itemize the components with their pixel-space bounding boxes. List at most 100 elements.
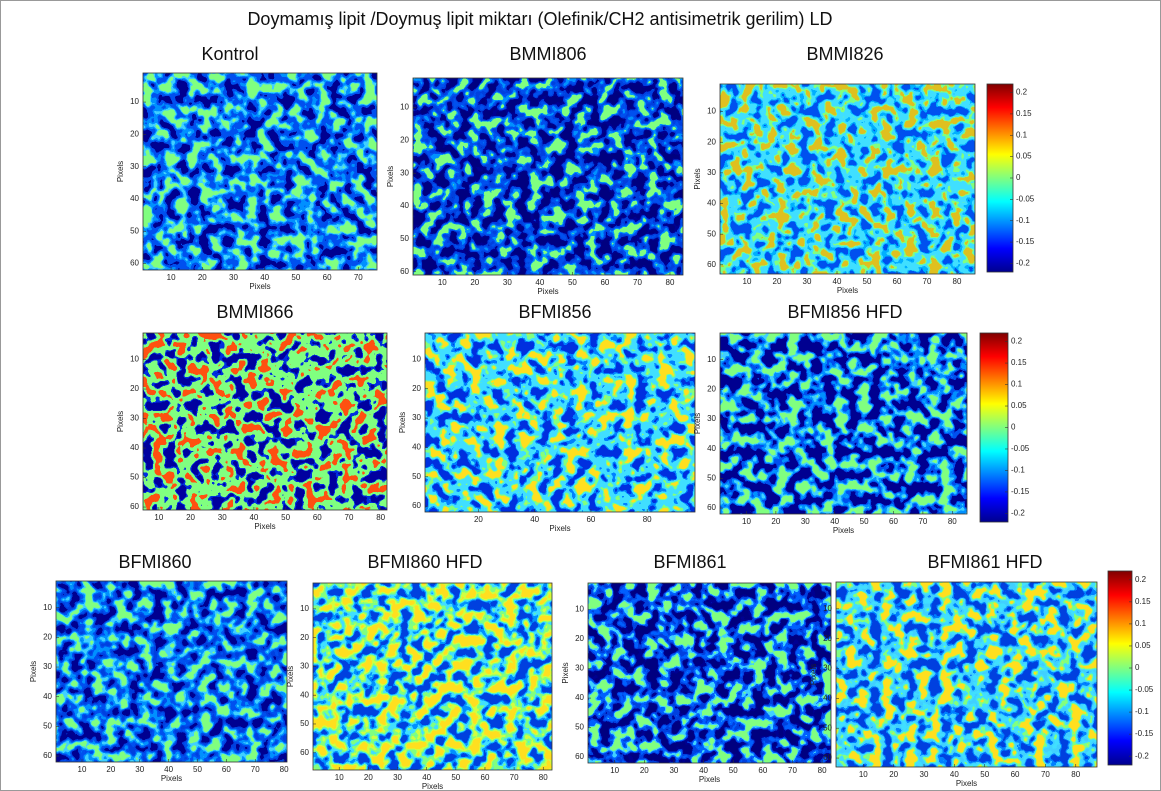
colorbar-tick-label: -0.05	[1135, 685, 1154, 694]
y-tick-label: 30	[707, 414, 716, 423]
x-tick-label: 70	[923, 277, 932, 286]
y-tick-label: 40	[412, 443, 421, 452]
y-tick-label: 20	[707, 137, 716, 146]
y-tick-label: 30	[575, 664, 584, 673]
y-tick-label: 20	[130, 129, 139, 138]
heatmap-image	[413, 78, 683, 275]
colorbar	[980, 333, 1008, 522]
y-tick-label: 30	[130, 414, 139, 423]
colorbar-tick-label: 0.1	[1016, 130, 1028, 139]
x-tick-label: 20	[470, 278, 479, 287]
x-tick-label: 30	[801, 517, 810, 526]
x-tick-label: 40	[833, 277, 842, 286]
y-tick-label: 40	[707, 199, 716, 208]
heatmap-image	[588, 583, 831, 763]
x-tick-label: 60	[893, 277, 902, 286]
y-tick-label: 60	[575, 752, 584, 761]
x-tick-label: 20	[640, 766, 649, 775]
x-axis-label: Pixels	[537, 287, 558, 296]
y-tick-label: 10	[300, 604, 309, 613]
panel-title: BMMI826	[806, 44, 883, 64]
y-axis-label: Pixels	[116, 161, 125, 182]
x-tick-label: 60	[586, 515, 595, 524]
y-axis-label: Pixels	[386, 166, 395, 187]
y-tick-label: 50	[575, 723, 584, 732]
x-axis-label: Pixels	[833, 526, 854, 535]
y-axis-label: Pixels	[116, 411, 125, 432]
heatmap-image	[143, 333, 387, 510]
x-tick-label: 60	[1011, 770, 1020, 779]
x-tick-label: 80	[643, 515, 652, 524]
x-tick-label: 50	[193, 765, 202, 774]
y-tick-label: 50	[707, 474, 716, 483]
x-tick-label: 70	[918, 517, 927, 526]
y-tick-label: 60	[823, 753, 832, 762]
y-tick-label: 10	[400, 103, 409, 112]
y-tick-label: 40	[43, 692, 52, 701]
x-tick-label: 20	[186, 513, 195, 522]
panel-title: BFMI861 HFD	[927, 552, 1042, 572]
colorbar-tick-label: -0.2	[1011, 509, 1025, 518]
panel-title: BFMI860 HFD	[367, 552, 482, 572]
x-tick-label: 20	[771, 517, 780, 526]
x-tick-label: 50	[980, 770, 989, 779]
x-tick-label: 20	[773, 277, 782, 286]
colorbar-tick-label: 0.2	[1016, 88, 1028, 97]
heatmap-image	[425, 333, 695, 512]
x-tick-label: 10	[335, 773, 344, 782]
x-tick-label: 50	[291, 273, 300, 282]
colorbar-tick-label: 0	[1135, 663, 1140, 672]
x-tick-label: 10	[167, 273, 176, 282]
x-tick-label: 10	[742, 517, 751, 526]
panel-title: BFMI856	[518, 302, 591, 322]
x-tick-label: 60	[600, 278, 609, 287]
x-tick-label: 70	[788, 766, 797, 775]
colorbar-tick-label: 0.15	[1135, 597, 1151, 606]
x-tick-label: 60	[889, 517, 898, 526]
x-tick-label: 50	[863, 277, 872, 286]
x-axis-label: Pixels	[422, 782, 443, 791]
colorbar-tick-label: -0.1	[1016, 216, 1030, 225]
colorbar-tick-label: 0.15	[1016, 109, 1032, 118]
x-tick-label: 70	[1041, 770, 1050, 779]
x-tick-label: 60	[222, 765, 231, 774]
x-axis-label: Pixels	[254, 522, 275, 531]
y-tick-label: 40	[575, 693, 584, 702]
x-tick-label: 50	[281, 513, 290, 522]
colorbar-tick-label: 0.05	[1016, 152, 1032, 161]
x-tick-label: 60	[481, 773, 490, 782]
x-tick-label: 60	[758, 766, 767, 775]
colorbar-tick-label: -0.15	[1016, 237, 1035, 246]
heatmap-image	[836, 582, 1097, 767]
x-tick-label: 70	[345, 513, 354, 522]
colorbar-tick-label: -0.15	[1135, 729, 1154, 738]
heatmap-image	[720, 333, 967, 514]
y-tick-label: 20	[707, 384, 716, 393]
x-tick-label: 40	[830, 517, 839, 526]
colorbar	[1108, 571, 1132, 765]
colorbar-tick-label: 0.05	[1135, 641, 1151, 650]
y-tick-label: 30	[412, 413, 421, 422]
y-tick-label: 10	[130, 355, 139, 364]
x-tick-label: 50	[451, 773, 460, 782]
x-tick-label: 50	[860, 517, 869, 526]
y-tick-label: 50	[300, 719, 309, 728]
colorbar-tick-label: -0.2	[1016, 259, 1030, 268]
x-tick-label: 70	[633, 278, 642, 287]
x-axis-label: Pixels	[956, 779, 977, 788]
y-tick-label: 20	[43, 632, 52, 641]
y-tick-label: 40	[823, 693, 832, 702]
x-tick-label: 10	[438, 278, 447, 287]
y-tick-label: 60	[300, 748, 309, 757]
y-tick-label: 50	[130, 473, 139, 482]
colorbar-tick-label: 0.2	[1011, 337, 1023, 346]
y-tick-label: 30	[43, 662, 52, 671]
y-tick-label: 30	[300, 662, 309, 671]
y-tick-label: 40	[400, 201, 409, 210]
x-tick-label: 30	[218, 513, 227, 522]
panel-title: BFMI860	[118, 552, 191, 572]
colorbar-tick-label: -0.2	[1135, 751, 1149, 760]
x-tick-label: 40	[249, 513, 258, 522]
y-tick-label: 30	[130, 162, 139, 171]
colorbar-tick-label: 0.2	[1135, 575, 1147, 584]
